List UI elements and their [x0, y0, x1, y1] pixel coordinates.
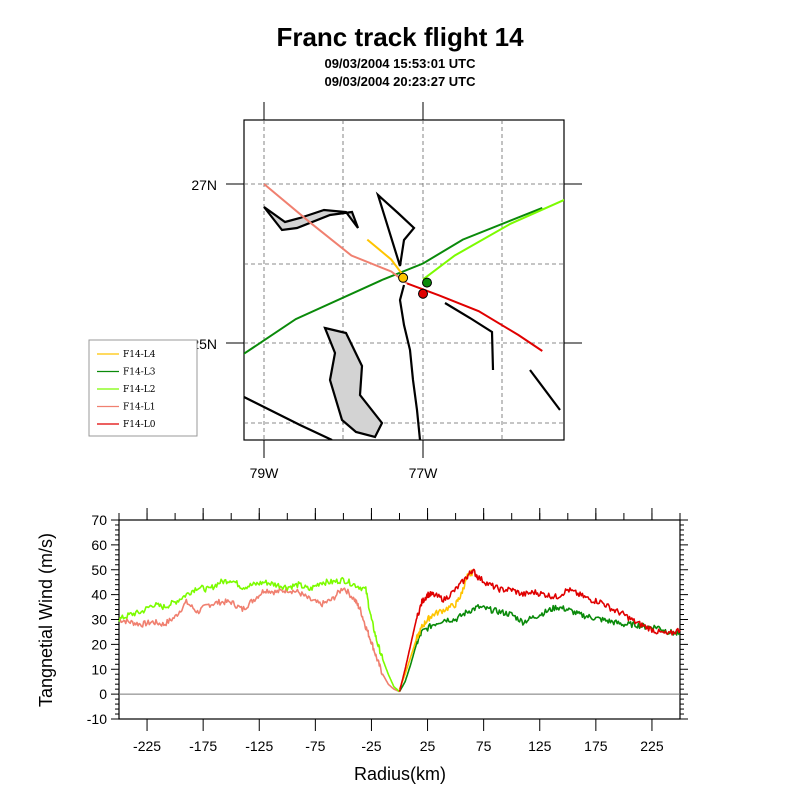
x-tick-label: 125	[528, 738, 552, 754]
wind-tick-labels: -225 -175 -125 -75 -25 25 75 125 175 225 -10 0 10 20 3…	[87, 512, 664, 754]
x-tick-label: 225	[640, 738, 664, 754]
lat-tick-label: 25N	[191, 336, 217, 352]
track-f14-l0	[406, 282, 543, 352]
map-tracks	[244, 183, 564, 355]
island-east-spit	[375, 191, 416, 267]
y-axis-label: Tangnetial Wind (m/s)	[36, 533, 56, 707]
wind-series	[118, 568, 681, 693]
y-tick-label: 10	[91, 661, 107, 677]
map-ticks	[226, 102, 582, 458]
y-tick-label: 50	[91, 562, 107, 578]
track-f14-l4	[366, 238, 404, 276]
legend-label: F14-L1	[123, 403, 155, 413]
x-tick-label: -75	[305, 738, 325, 754]
coast-center	[398, 284, 422, 440]
y-tick-label: 0	[99, 686, 107, 702]
x-tick-label: -225	[133, 738, 161, 754]
lon-tick-label: 79W	[250, 465, 280, 481]
x-tick-label: -25	[361, 738, 381, 754]
y-tick-label: 40	[91, 587, 107, 603]
storm-center-marker	[398, 272, 409, 283]
y-tick-label: -10	[87, 711, 107, 727]
wind-series-l2	[118, 576, 401, 693]
y-tick-label: 30	[91, 612, 107, 628]
y-tick-label: 20	[91, 636, 107, 652]
lon-tick-label: 77W	[409, 465, 439, 481]
legend-label: F14-L3	[123, 368, 156, 378]
wind-plot-frame	[118, 519, 681, 720]
storm-center-marker	[418, 288, 428, 299]
x-axis-label: Radius(km)	[354, 764, 446, 784]
legend-label: F14-L2	[123, 385, 155, 395]
map-tick-labels: 79W 77W 27N 25N	[191, 177, 438, 481]
legend-box	[88, 339, 198, 437]
legend-label: F14-L0	[123, 420, 156, 430]
track-f14-l2	[422, 198, 564, 281]
map-panel: 79W 77W 27N 25N	[191, 102, 582, 481]
track-f14-l1	[263, 183, 408, 285]
map-legend: F14-L4 F14-L3 F14-L2 F14-L1 F14-L0	[88, 339, 198, 437]
wind-profile-panel: -225 -175 -125 -75 -25 25 75 125 175 225 -10 0 10 20 3…	[36, 508, 688, 784]
y-tick-label: 60	[91, 537, 107, 553]
y-tick-label: 70	[91, 512, 107, 528]
lat-tick-label: 27N	[191, 177, 217, 193]
wind-series-l4	[398, 569, 474, 690]
legend-items: F14-L4 F14-L3 F14-L2 F14-L1 F14-L0	[97, 350, 156, 430]
coast-east-2	[529, 369, 561, 411]
coast-west	[244, 396, 333, 440]
figure-title: Franc track flight 14	[276, 22, 524, 52]
x-tick-label: 175	[584, 738, 608, 754]
figure-subtitle-line-1: 09/03/2004 15:53:01 UTC	[324, 56, 476, 71]
storm-center-marker	[422, 277, 432, 288]
track-f14-l3	[244, 206, 543, 355]
island-north	[263, 206, 360, 232]
map-coastlines	[244, 191, 561, 440]
figure-subtitle-line-2: 09/03/2004 20:23:27 UTC	[324, 74, 476, 89]
wind-series-l3	[398, 603, 681, 693]
wind-series-l1	[118, 586, 400, 693]
wind-series-l0	[398, 568, 681, 692]
island-south	[323, 326, 384, 439]
legend-label: F14-L4	[123, 350, 156, 360]
x-tick-label: 25	[420, 738, 436, 754]
wind-ticks	[111, 508, 688, 731]
coast-east-1	[444, 302, 495, 371]
x-tick-label: -125	[245, 738, 273, 754]
x-tick-label: -175	[189, 738, 217, 754]
x-tick-label: 75	[476, 738, 492, 754]
map-markers	[398, 272, 432, 299]
